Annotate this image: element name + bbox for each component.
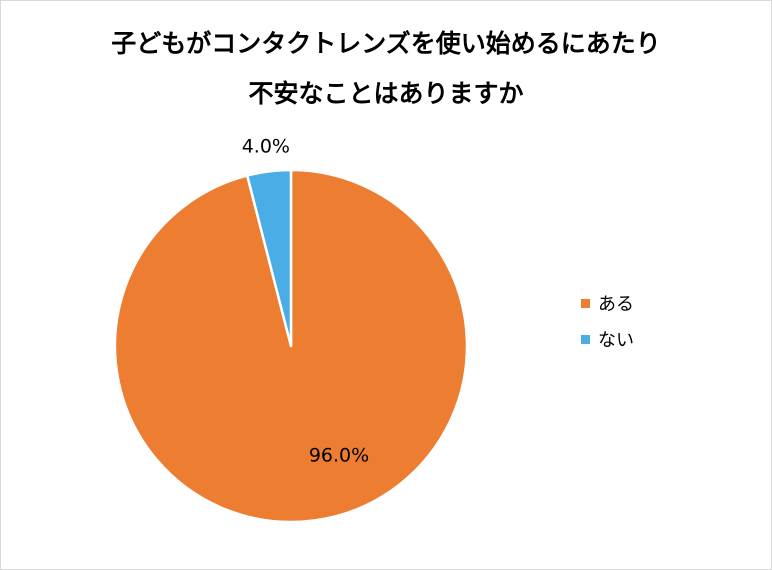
pie-slices [113, 168, 469, 524]
legend-item-aru: ある [581, 285, 634, 321]
data-label-nai: 4.0% [242, 135, 290, 157]
pie-slice-aru [113, 168, 469, 524]
chart-title-line-1: 子どもがコンタクトレンズを使い始めるにあたり [111, 29, 661, 58]
data-label-aru: 96.0% [309, 445, 369, 467]
chart-title-line-2: 不安なことはありますか [248, 79, 524, 108]
legend-item-nai: ない [581, 321, 634, 357]
data-labels: 96.0% 4.0% [242, 135, 369, 466]
legend-label-nai: ない [598, 330, 634, 351]
pie-slice-nai [245, 168, 293, 348]
legend-swatch-aru [581, 298, 590, 308]
legend-swatch-nai [581, 334, 590, 344]
chart-title: 子どもがコンタクトレンズを使い始めるにあたり 不安なことはありますか [1, 19, 771, 119]
legend: ある ない [581, 285, 634, 357]
legend-label-aru: ある [598, 294, 634, 315]
